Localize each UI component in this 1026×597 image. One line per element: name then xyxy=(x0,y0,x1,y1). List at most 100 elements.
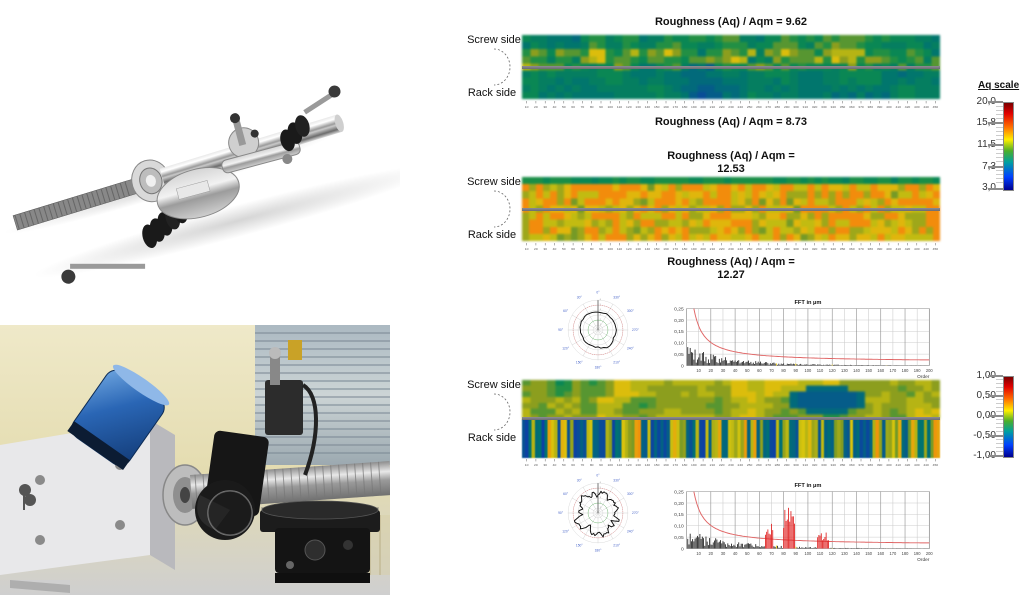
svg-text:170: 170 xyxy=(890,551,898,556)
svg-text:0,10: 0,10 xyxy=(674,341,684,347)
svg-text:150: 150 xyxy=(654,106,660,109)
svg-text:160: 160 xyxy=(663,106,669,109)
svg-text:240: 240 xyxy=(738,464,744,467)
svg-text:180: 180 xyxy=(682,248,688,251)
svg-text:100: 100 xyxy=(607,464,613,467)
svg-text:1: 1 xyxy=(600,507,602,509)
svg-text:370: 370 xyxy=(858,248,864,251)
svg-text:310: 310 xyxy=(803,106,809,109)
svg-text:210°: 210° xyxy=(613,360,621,364)
svg-text:390: 390 xyxy=(877,464,883,467)
svg-text:0,25: 0,25 xyxy=(674,490,684,496)
svg-text:190: 190 xyxy=(691,464,697,467)
svg-text:30: 30 xyxy=(543,464,547,467)
svg-text:340: 340 xyxy=(830,248,836,251)
svg-text:270: 270 xyxy=(765,464,771,467)
svg-text:100: 100 xyxy=(805,368,813,373)
svg-text:300°: 300° xyxy=(627,492,635,496)
svg-text:190: 190 xyxy=(914,551,922,556)
svg-text:180°: 180° xyxy=(595,548,603,552)
svg-text:360: 360 xyxy=(849,106,855,109)
svg-text:340: 340 xyxy=(830,106,836,109)
svg-text:350: 350 xyxy=(840,248,846,251)
svg-text:240: 240 xyxy=(738,106,744,109)
svg-text:60: 60 xyxy=(757,368,762,373)
svg-text:90: 90 xyxy=(794,368,799,373)
svg-text:10: 10 xyxy=(525,248,529,251)
svg-text:210°: 210° xyxy=(613,543,621,547)
svg-text:60: 60 xyxy=(757,551,762,556)
svg-text:0,10: 0,10 xyxy=(674,524,684,530)
svg-text:440: 440 xyxy=(923,464,929,467)
svg-text:0,05: 0,05 xyxy=(674,352,684,358)
svg-text:300: 300 xyxy=(793,106,799,109)
svg-text:380: 380 xyxy=(868,248,874,251)
svg-text:120°: 120° xyxy=(562,347,570,351)
svg-text:30: 30 xyxy=(543,248,547,251)
svg-text:450: 450 xyxy=(933,464,939,467)
svg-text:50: 50 xyxy=(745,551,750,556)
svg-text:170: 170 xyxy=(890,368,898,373)
svg-text:80: 80 xyxy=(590,106,594,109)
svg-text:150: 150 xyxy=(654,464,660,467)
svg-text:130: 130 xyxy=(635,248,641,251)
svg-text:40: 40 xyxy=(733,368,738,373)
svg-text:10: 10 xyxy=(696,368,701,373)
svg-text:210: 210 xyxy=(710,248,716,251)
svg-text:80: 80 xyxy=(590,464,594,467)
svg-text:420: 420 xyxy=(905,248,911,251)
svg-text:440: 440 xyxy=(923,106,929,109)
svg-text:400: 400 xyxy=(886,106,892,109)
svg-text:Rack side: Rack side xyxy=(468,432,516,444)
svg-text:110: 110 xyxy=(817,368,824,373)
svg-text:170: 170 xyxy=(673,248,679,251)
svg-text:440: 440 xyxy=(923,248,929,251)
svg-text:310: 310 xyxy=(803,464,809,467)
svg-text:90: 90 xyxy=(599,248,603,251)
svg-text:330°: 330° xyxy=(613,295,621,299)
svg-text:420: 420 xyxy=(905,464,911,467)
svg-text:410: 410 xyxy=(895,106,901,109)
svg-text:160: 160 xyxy=(663,464,669,467)
svg-text:40: 40 xyxy=(553,248,557,251)
svg-text:100: 100 xyxy=(607,106,613,109)
svg-text:290: 290 xyxy=(784,464,790,467)
svg-text:60: 60 xyxy=(571,106,575,109)
svg-text:220: 220 xyxy=(719,248,725,251)
svg-text:360: 360 xyxy=(849,464,855,467)
svg-text:200: 200 xyxy=(926,368,934,373)
svg-text:120°: 120° xyxy=(562,530,570,534)
svg-text:Order: Order xyxy=(917,557,930,563)
svg-text:70: 70 xyxy=(581,106,585,109)
svg-text:350: 350 xyxy=(840,106,846,109)
svg-text:330: 330 xyxy=(821,106,827,109)
svg-text:260: 260 xyxy=(756,248,762,251)
svg-text:110: 110 xyxy=(817,551,824,556)
svg-text:200: 200 xyxy=(926,551,934,556)
svg-text:50: 50 xyxy=(562,106,566,109)
svg-text:320: 320 xyxy=(812,464,818,467)
svg-text:10: 10 xyxy=(525,464,529,467)
svg-text:170: 170 xyxy=(673,106,679,109)
svg-text:150°: 150° xyxy=(576,543,584,547)
svg-text:60: 60 xyxy=(571,248,575,251)
svg-text:30°: 30° xyxy=(577,295,583,299)
svg-text:90°: 90° xyxy=(558,328,564,332)
svg-text:50: 50 xyxy=(562,248,566,251)
svg-text:200: 200 xyxy=(700,464,706,467)
svg-text:60°: 60° xyxy=(563,309,569,313)
svg-text:270°: 270° xyxy=(632,328,640,332)
svg-text:250: 250 xyxy=(747,464,753,467)
svg-text:60: 60 xyxy=(571,464,575,467)
svg-text:140: 140 xyxy=(645,464,651,467)
svg-text:350: 350 xyxy=(840,464,846,467)
svg-text:130: 130 xyxy=(841,551,849,556)
svg-text:100: 100 xyxy=(607,248,613,251)
svg-text:1: 1 xyxy=(600,324,602,326)
svg-text:250: 250 xyxy=(747,106,753,109)
svg-text:150: 150 xyxy=(865,551,873,556)
svg-text:70: 70 xyxy=(769,368,774,373)
svg-text:280: 280 xyxy=(775,248,781,251)
svg-text:0,15: 0,15 xyxy=(674,512,684,518)
svg-text:420: 420 xyxy=(905,106,911,109)
